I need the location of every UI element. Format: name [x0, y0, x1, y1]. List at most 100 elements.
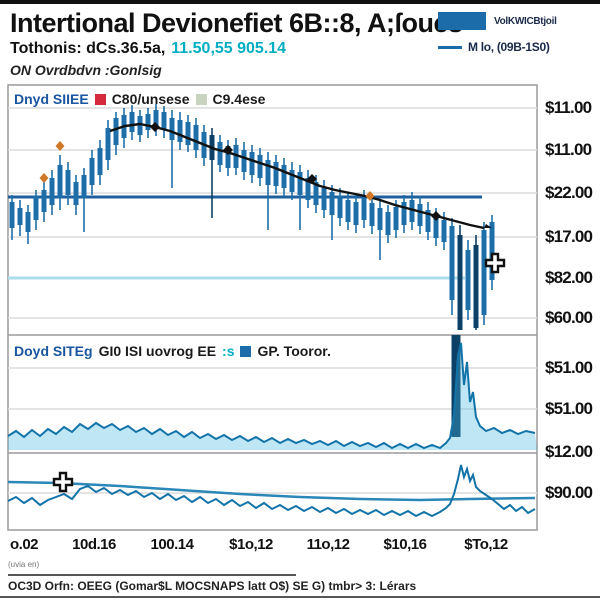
candle-body: [153, 110, 159, 128]
candle-body: [337, 196, 343, 218]
y-axis-label: $90.00: [545, 483, 593, 502]
candle-body: [449, 226, 455, 300]
bottom-border-bar: [0, 596, 600, 598]
quote-label: Tothonis: dCs.36.5a,: [10, 40, 166, 57]
x-axis-label: $1o,12: [229, 536, 273, 553]
ma-marker-icon: [150, 122, 160, 132]
candle-body: [321, 188, 327, 210]
x-axis-label: o.02: [9, 536, 39, 553]
candle-body: [241, 150, 247, 172]
candle-body: [193, 125, 199, 150]
ma-arrow-icon: [484, 224, 492, 228]
y-axis-label: $82.00: [545, 268, 593, 287]
candle-body: [129, 112, 135, 132]
candle-body: [137, 116, 143, 135]
candle-body: [353, 202, 359, 225]
candle-body: [425, 210, 431, 232]
candle-body: [345, 200, 351, 222]
candle-body: [57, 165, 63, 198]
candle-body: [73, 182, 79, 205]
candle-body: [9, 202, 15, 228]
indicator-jagged-line: [7, 464, 536, 518]
y-axis-label: $60.00: [545, 308, 593, 327]
series2-label: C9.4ese: [212, 91, 266, 107]
candle-body: [25, 212, 31, 232]
event-marker-icon: [39, 173, 49, 183]
main-panel-title: Dnyd SIIEE: [14, 91, 89, 107]
candle-body: [161, 112, 167, 130]
candle-body: [81, 175, 87, 198]
event-marker-icon: [365, 191, 375, 201]
header-note: ON Ovrdbdvn :Gonlsig: [10, 62, 162, 78]
candle-body: [281, 165, 287, 188]
series1-label: C80/unsese: [111, 91, 190, 107]
candle-body: [97, 148, 103, 175]
x-axis-label: 11o,12: [306, 536, 350, 553]
page-title: Intertional Devionefiet 6B::8, A;ſoues: [10, 8, 463, 38]
candle-body: [457, 235, 463, 330]
ma-line-swatch-icon: [438, 45, 462, 49]
candle-body: [49, 178, 55, 205]
price-axis: $11.00 $11.00 $22.00 $17.00 $82.00 $60.00 $51.…: [543, 0, 600, 540]
candle-body: [409, 200, 415, 222]
volume-line: [7, 342, 536, 450]
candle-body: [33, 196, 39, 220]
volume-area: [8, 343, 537, 450]
x-axis-label: 100.14: [150, 536, 194, 553]
candle-body: [329, 192, 335, 215]
y-axis-label: $51.00: [545, 399, 593, 418]
candle-body: [377, 208, 383, 230]
y-axis-label: $51.00: [545, 358, 593, 377]
ma-marker-icon: [223, 145, 233, 155]
candle-body: [65, 170, 71, 195]
footer-divider: [8, 574, 296, 576]
candle-body: [401, 202, 407, 225]
series1-swatch-icon: [94, 93, 106, 105]
candle-body: [361, 198, 367, 220]
ma-marker-icon: [431, 211, 441, 221]
candle-body: [305, 178, 311, 200]
main-panel-header: Dnyd SIIEE C80/unsese C9.4ese: [14, 91, 265, 107]
quote-line: Tothonis: dCs.36.5a, 11.50,55 905.14: [10, 40, 286, 58]
quote-values: 11.50,55 905.14: [171, 40, 287, 57]
middle-series-label: GP. Tooror.: [257, 343, 331, 359]
candle-body: [489, 222, 495, 280]
candle-body: [289, 170, 295, 192]
candle-body: [385, 212, 391, 235]
header-legend: VolKWICBtjoil M lo, (09B-1S0): [438, 12, 588, 64]
candle-body: [481, 230, 487, 315]
legend-item-volume: VolKWICBtjoil: [438, 12, 588, 30]
ma-line: [109, 122, 485, 230]
y-axis-label: $12.00: [545, 442, 593, 461]
candle-body: [185, 122, 191, 145]
time-axis: o.02 10d.16 100.14 $1o,12 11o,12 $10,16 $To,12: [0, 536, 600, 558]
candle-body: [313, 182, 319, 205]
middle-panel-title: Doyd SITEg: [14, 343, 93, 359]
candle-body: [417, 204, 423, 226]
candle-body: [257, 155, 263, 178]
middle-panel-header: Doyd SITEg GI0 ISI uovrog EE :s GP. Toor…: [14, 343, 331, 359]
middle-series-swatch-icon: [240, 345, 252, 357]
candle-body: [297, 172, 303, 195]
candle-body: [465, 250, 471, 310]
candle-body: [89, 158, 95, 185]
y-axis-label: $11.00: [545, 98, 592, 117]
volume-swatch-icon: [438, 12, 486, 30]
candle-body: [217, 142, 223, 165]
candle-body: [225, 146, 231, 168]
crosshair-cursor-icon: [52, 471, 74, 493]
candle-body: [369, 203, 375, 226]
series2-swatch-icon: [195, 93, 207, 105]
legend-item-ma: M lo, (09B-1S0): [438, 40, 588, 54]
candle-body: [273, 162, 279, 186]
candle-body: [113, 118, 119, 145]
candle-body: [177, 120, 183, 142]
candle-body: [169, 118, 175, 140]
legend-label: M lo, (09B-1S0): [468, 40, 550, 54]
x-axis-label: 10d.16: [72, 536, 116, 553]
candle-body: [441, 220, 447, 242]
candle-body: [433, 215, 439, 238]
y-axis-label: $22.00: [545, 183, 593, 202]
